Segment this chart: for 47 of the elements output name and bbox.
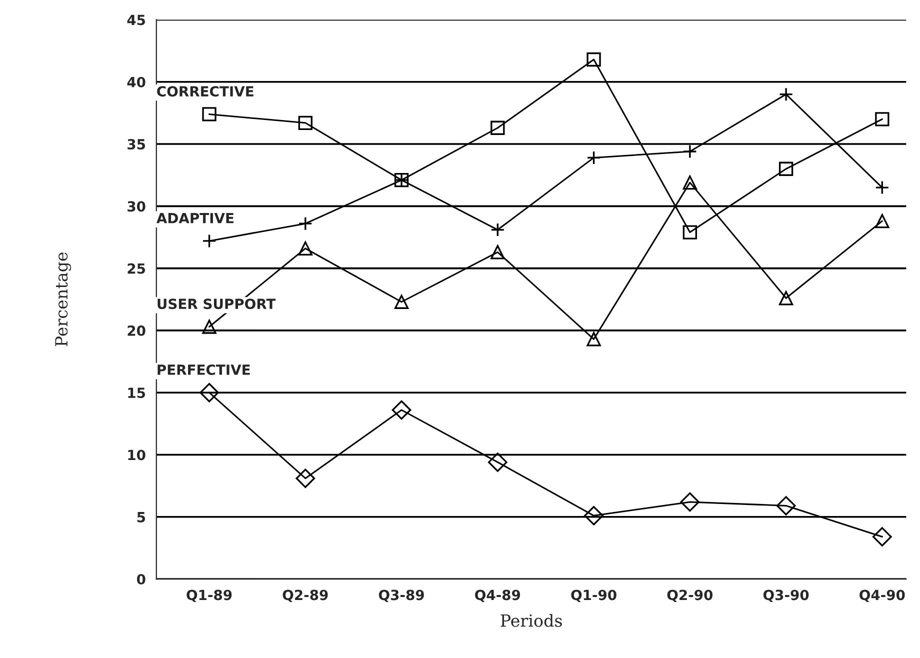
point [584,506,604,526]
point [200,382,219,402]
y-tick-label: 25 [128,263,146,274]
point [586,332,601,346]
series-label: PERFECTIVE [158,364,250,375]
x-axis-title: Periods [500,614,562,627]
y-tick-label: 0 [136,574,146,585]
x-tick-label: Q1-90 [571,590,616,602]
y-tick-label: 15 [128,388,146,398]
point [875,214,890,228]
y-tick-label: 45 [127,14,146,26]
point [488,452,508,472]
point [296,468,316,488]
y-tick-label: 10 [128,450,146,460]
x-tick-label: Q2-90 [667,590,713,602]
y-tick-label: 40 [127,76,146,88]
series-label: USER SUPPORT [158,298,276,310]
y-tick-label: 30 [128,201,146,212]
point [778,162,794,176]
point [778,291,794,306]
point [298,241,312,256]
point [490,245,505,260]
y-tick-label: 20 [128,325,146,336]
point [202,107,216,122]
point [392,400,412,420]
x-tick-label: Q4-90 [860,590,905,602]
x-tick-label: Q4-89 [475,590,520,602]
point [490,120,505,135]
point [680,492,700,512]
point [776,496,796,516]
point [394,294,409,309]
series-label: ADAPTIVE [156,213,234,224]
point [202,320,216,334]
x-tick-label: Q3-90 [763,590,809,602]
series-label: CORRECTIVE [157,86,254,97]
x-tick-label: Q1-89 [186,590,232,602]
point [682,175,697,190]
point [872,527,892,546]
point [586,52,601,67]
y-tick-label: 5 [137,512,146,522]
point [298,116,312,130]
x-tick-label: Q3-89 [378,590,424,602]
y-axis-title: Percentage [55,252,72,346]
y-tick-label: 35 [128,138,146,150]
point [682,225,697,240]
x-tick-label: Q2-89 [282,590,328,602]
point [875,112,890,126]
